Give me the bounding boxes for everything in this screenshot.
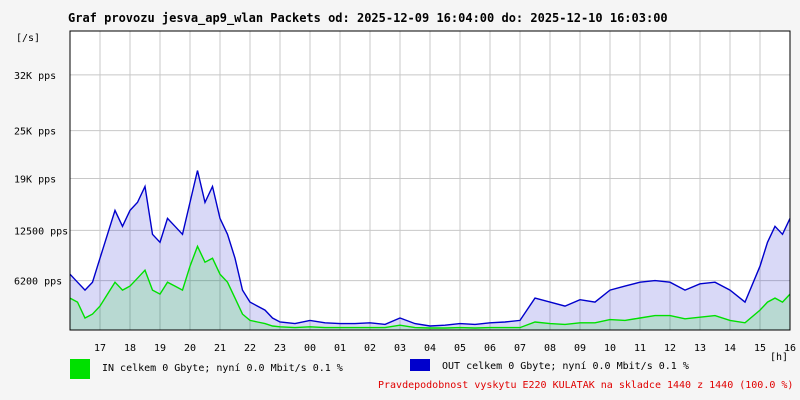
plot-border [69, 30, 791, 331]
legend-in-text: IN celkem 0 Gbyte; nyní 0.0 Mbit/s 0.1 % [102, 363, 343, 374]
x-tick-label: 11 [634, 343, 646, 354]
legend-out: OUT celkem 0 Gbyte; nyní 0.0 Mbit/s 0.1 … [410, 359, 730, 381]
series-out-line [69, 170, 791, 327]
y-tick-label: 12500 pps [14, 226, 68, 237]
x-tick-label: 18 [124, 343, 136, 354]
y-tick-label: 6200 pps [14, 277, 62, 288]
x-tick-label: 00 [304, 343, 316, 354]
legend-out-text: OUT celkem 0 Gbyte; nyní 0.0 Mbit/s 0.1 … [442, 361, 689, 372]
series-layer [69, 170, 791, 330]
x-tick-label: 05 [454, 343, 466, 354]
x-tick-label: 07 [514, 343, 526, 354]
footer-note: Pravdepodobnost vyskytu E220 KULATAK na … [378, 380, 794, 391]
x-tick-label: 21 [214, 343, 226, 354]
x-tick-label: 03 [394, 343, 406, 354]
x-tick-label: 15 [754, 343, 766, 354]
y-axis-label: [/s] [16, 33, 40, 44]
x-tick-label: 23 [274, 343, 286, 354]
legend-in-swatch [70, 359, 90, 379]
y-tick-label: 25K pps [14, 127, 56, 138]
x-tick-label: 06 [484, 343, 496, 354]
x-tick-label: 10 [604, 343, 616, 354]
x-axis-unit-label: [h] [770, 352, 788, 363]
x-tick-label: 04 [424, 343, 436, 354]
series-in-line [69, 244, 791, 329]
x-tick-label: 02 [364, 343, 376, 354]
x-tick-label: 22 [244, 343, 256, 354]
series-in-area [70, 246, 790, 330]
y-tick-label: 32K pps [14, 71, 56, 82]
x-tick-label: 01 [334, 343, 346, 354]
axis-ticks: 17 18 19 20 21 22 23 00 01 02 03 04 05 06 07 08 09 10 11 12… [14, 71, 796, 354]
x-tick-label: 09 [574, 343, 586, 354]
grid [70, 31, 791, 330]
x-tick-label: 14 [724, 343, 736, 354]
legend-out-swatch [410, 359, 430, 371]
x-tick-label: 20 [184, 343, 196, 354]
x-tick-label: 12 [664, 343, 676, 354]
x-tick-label: 08 [544, 343, 556, 354]
x-tick-label: 19 [154, 343, 166, 354]
y-tick-label: 19K pps [14, 175, 56, 186]
x-tick-label: 16 [784, 343, 796, 354]
legend-in: IN celkem 0 Gbyte; nyní 0.0 Mbit/s 0.1 % [70, 359, 390, 381]
x-tick-label: 13 [694, 343, 706, 354]
chart-title: Graf provozu jesva_ap9_wlan Packets od: … [68, 11, 668, 25]
x-tick-label: 17 [94, 343, 106, 354]
